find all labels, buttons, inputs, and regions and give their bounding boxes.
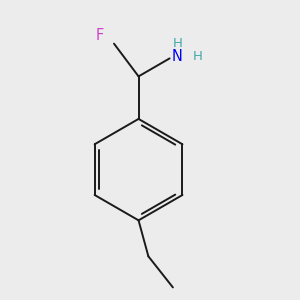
Text: H: H	[193, 50, 202, 63]
Text: N: N	[171, 49, 182, 64]
Text: H: H	[173, 37, 183, 50]
Text: F: F	[95, 28, 103, 43]
